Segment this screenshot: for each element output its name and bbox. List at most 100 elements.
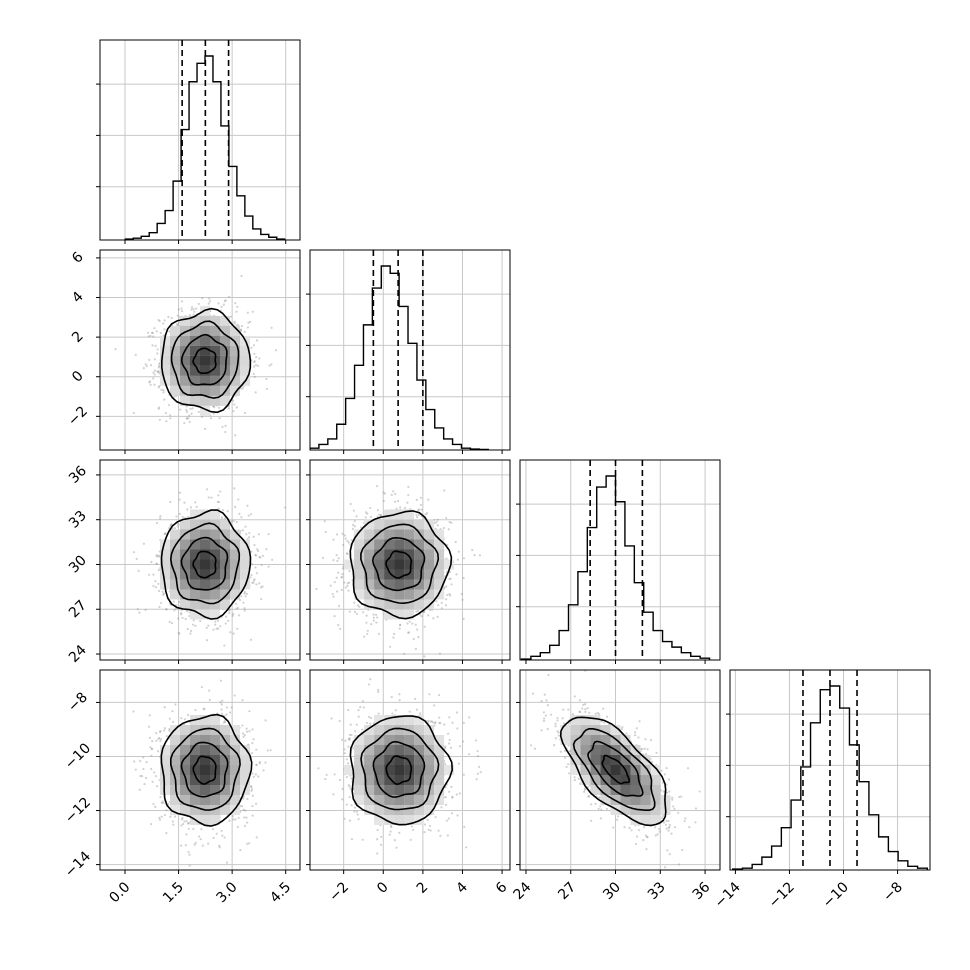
scatter-point — [233, 487, 236, 490]
scatter-point — [444, 604, 447, 607]
density-cell — [230, 345, 240, 356]
density-cell — [210, 569, 220, 580]
scatter-point — [260, 597, 263, 601]
scatter-point — [154, 586, 158, 589]
scatter-point — [151, 780, 154, 783]
density-cell — [200, 405, 210, 416]
scatter-point — [344, 537, 347, 540]
density-cell — [374, 569, 385, 580]
density-cell — [404, 579, 415, 590]
density-cell — [230, 579, 240, 590]
scatter-point — [235, 323, 238, 326]
scatter-point — [155, 555, 158, 558]
density-cell — [240, 569, 250, 580]
scatter-point — [246, 311, 249, 314]
tick-label-y: 2 — [69, 328, 87, 346]
scatter-point — [176, 525, 179, 528]
scatter-point — [246, 326, 250, 329]
scatter-point — [190, 308, 193, 311]
scatter-point — [228, 819, 231, 822]
scatter-point — [267, 565, 270, 568]
scatter-point — [156, 370, 159, 373]
density-cell — [404, 589, 415, 600]
density-cell — [230, 325, 240, 336]
scatter-point — [438, 652, 442, 655]
scatter-point — [167, 315, 170, 319]
scatter-point — [158, 385, 161, 388]
density-cell — [364, 599, 375, 610]
density-cell — [220, 539, 230, 550]
scatter-point — [178, 498, 181, 501]
scatter-point — [324, 530, 327, 534]
scatter-point — [234, 434, 237, 437]
density-cell — [210, 589, 220, 600]
scatter-point — [224, 424, 227, 427]
scatter-point — [433, 521, 437, 524]
scatter-point — [205, 639, 209, 642]
scatter-point — [199, 838, 202, 841]
scatter-point — [181, 822, 185, 826]
scatter-point — [180, 307, 183, 310]
scatter-point — [154, 580, 157, 583]
scatter-point — [233, 403, 236, 406]
scatter-point — [195, 307, 198, 310]
scatter-point — [210, 417, 213, 420]
scatter-point — [436, 615, 439, 618]
scatter-point — [186, 627, 189, 631]
scatter-point — [161, 590, 164, 593]
density-cell — [200, 599, 210, 610]
density-cell — [414, 579, 425, 590]
scatter-point — [214, 620, 217, 623]
scatter-point — [415, 610, 418, 613]
density-cell — [230, 589, 240, 600]
scatter-point — [448, 571, 452, 574]
density-cell — [220, 589, 230, 600]
scatter-point — [393, 632, 396, 636]
scatter-point — [363, 635, 366, 638]
scatter-point — [375, 485, 379, 488]
density-cell — [190, 325, 200, 336]
tick-label-y: 27 — [66, 597, 90, 621]
scatter-point — [219, 701, 222, 704]
scatter-point — [251, 728, 254, 731]
density-cell — [190, 599, 200, 610]
scatter-point — [190, 629, 193, 633]
scatter-point — [225, 706, 229, 709]
density-cell — [384, 549, 395, 560]
density-cell — [394, 559, 405, 570]
scatter-point — [251, 310, 254, 313]
scatter-point — [189, 407, 192, 410]
density-cell — [434, 569, 445, 580]
scatter-point — [227, 619, 230, 622]
scatter-point — [158, 365, 161, 368]
scatter-point — [190, 306, 194, 309]
scatter-point — [254, 566, 257, 569]
panel-1-1 — [306, 249, 511, 454]
scatter-point — [181, 516, 184, 519]
density-cell — [230, 529, 240, 540]
density-cell — [210, 599, 220, 610]
scatter-point — [350, 539, 353, 542]
scatter-point — [353, 610, 357, 613]
density-cell — [374, 559, 385, 570]
scatter-point — [163, 319, 166, 322]
scatter-point — [253, 365, 256, 368]
scatter-point — [157, 555, 160, 558]
scatter-point — [256, 548, 259, 551]
scatter-point — [258, 582, 261, 585]
scatter-point — [219, 679, 223, 682]
scatter-point — [173, 609, 176, 612]
density-cell — [424, 549, 435, 560]
scatter-point — [212, 836, 215, 840]
scatter-point — [456, 558, 459, 561]
scatter-point — [193, 310, 196, 313]
scatter-point — [186, 508, 189, 511]
scatter-point — [248, 842, 251, 845]
contour-0 — [192, 550, 217, 579]
scatter-point — [216, 500, 219, 504]
density-cell — [180, 599, 190, 610]
scatter-point — [208, 300, 212, 303]
scatter-point — [207, 624, 210, 627]
scatter-point — [231, 614, 234, 617]
density-cell — [220, 375, 230, 386]
